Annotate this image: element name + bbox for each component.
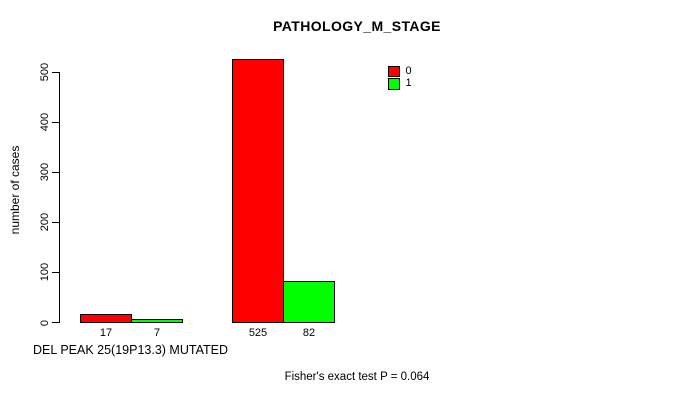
bar-value-label: 82	[302, 327, 316, 339]
legend-item-1: 1	[388, 78, 412, 91]
y-axis-tick	[51, 271, 59, 273]
y-axis-line	[58, 72, 60, 323]
bar-value-label: 525	[248, 327, 268, 339]
y-tick-label: 500	[38, 62, 51, 82]
y-tick-label: 300	[38, 163, 51, 182]
x-axis-label: DEL PEAK 25(19P13.3) MUTATED	[33, 343, 228, 357]
y-axis-tick	[51, 71, 59, 73]
y-axis-tick	[51, 121, 59, 123]
legend-item-0: 0	[388, 65, 412, 78]
y-axis-tick	[51, 221, 59, 223]
legend-label-1: 1	[405, 77, 412, 90]
y-tick-label: 0	[38, 319, 51, 326]
bar-series-0-group-1	[232, 59, 284, 324]
y-tick-label: 200	[38, 213, 51, 232]
y-tick-label: 100	[38, 263, 51, 282]
bar-series-0-group-0	[80, 313, 132, 324]
bar-value-label: 17	[99, 327, 113, 339]
bar-series-1-group-0	[131, 318, 183, 324]
legend-label-0: 0	[405, 64, 412, 77]
y-axis-tick	[51, 171, 59, 173]
legend-swatch-1	[388, 78, 400, 90]
y-tick-label: 400	[38, 112, 51, 132]
bar-series-1-group-1	[283, 281, 335, 324]
stat-annotation: Fisher's exact test P = 0.064	[284, 371, 430, 383]
legend-swatch-0	[388, 65, 400, 77]
chart-title: PATHOLOGY_M_STAGE	[273, 18, 441, 34]
legend: 0 1	[388, 65, 412, 90]
bar-value-label: 7	[153, 327, 161, 339]
y-axis-tick	[51, 322, 59, 323]
